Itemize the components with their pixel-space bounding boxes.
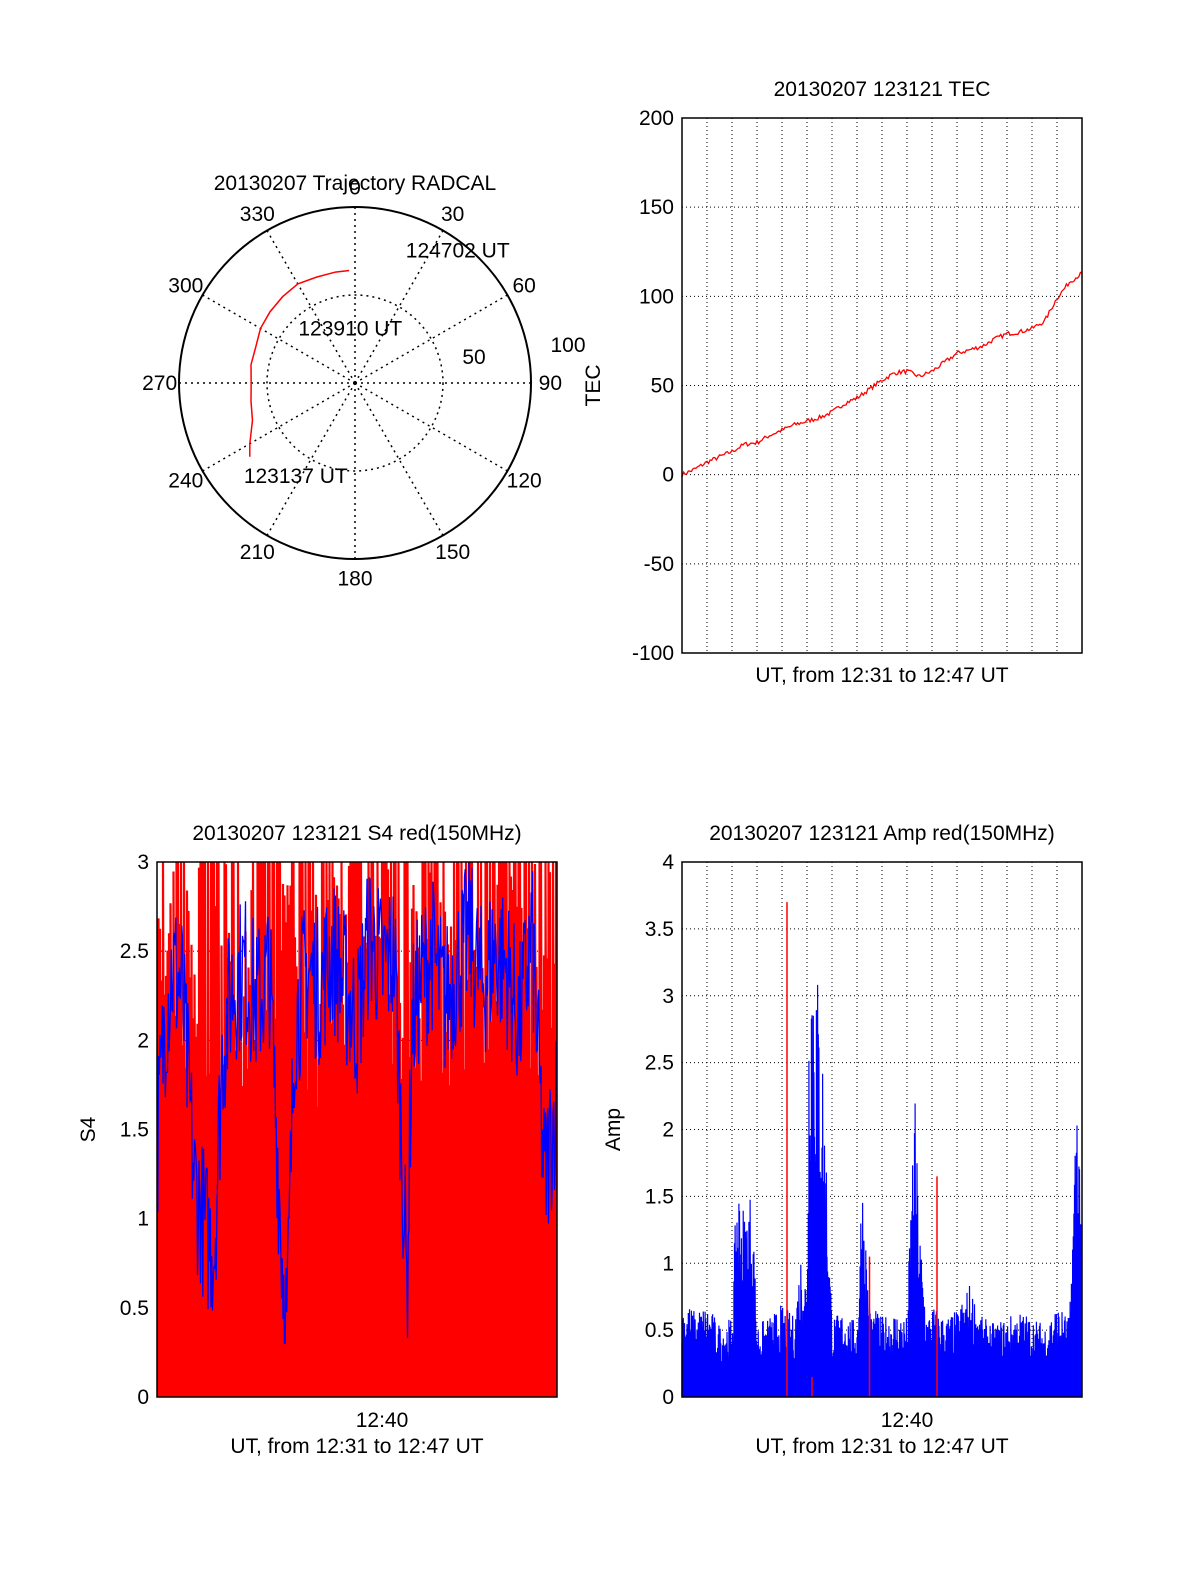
polar-radius-label: 100	[550, 334, 585, 357]
plot-frame	[156, 861, 558, 1398]
y-tick-label: 100	[639, 285, 674, 308]
chart-title: 20130207 123121 S4 red(150MHz)	[192, 822, 521, 845]
y-tick-label: 3.5	[645, 918, 674, 941]
y-tick-label: 1.5	[645, 1185, 674, 1208]
y-tick-label: 1	[662, 1252, 674, 1275]
y-tick-label: 0.5	[645, 1319, 674, 1342]
polar-title: 20130207 Trajectory RADCAL	[214, 172, 497, 195]
y-tick-label: 0	[137, 1386, 149, 1409]
y-tick-label: 3	[137, 851, 149, 874]
polar-angle-label: 90	[539, 372, 562, 395]
s4-blue-series	[157, 862, 557, 1345]
y-tick-label: 150	[639, 196, 674, 219]
polar-spoke	[354, 382, 508, 472]
s4-red-series	[157, 862, 557, 1397]
polar-angle-label: 150	[435, 541, 470, 564]
y-tick-label: 0	[662, 464, 674, 487]
x-tick-label: 12:40	[881, 1409, 934, 1432]
y-tick-label: 2.5	[645, 1052, 674, 1075]
y-tick-label: 2	[137, 1029, 149, 1052]
x-tick-label: 12:40	[356, 1409, 409, 1432]
tec-line-chart: 20130207 123121 TEC -100 -50 0 50 100 150 200 UT…	[582, 78, 1083, 687]
y-tick-label: 50	[651, 375, 674, 398]
plot-frame	[681, 861, 1083, 1398]
chart-title: 20130207 123121 TEC	[774, 78, 991, 101]
y-tick-label: 0	[662, 1386, 674, 1409]
y-tick-label: 1	[137, 1208, 149, 1231]
polar-angle-label: 30	[441, 203, 464, 226]
polar-angle-label: 210	[240, 541, 275, 564]
polar-radius-label: 50	[462, 346, 485, 369]
y-tick-label: -50	[644, 553, 674, 576]
polar-angle-label: 60	[513, 274, 536, 297]
polar-angle-label: 0	[349, 177, 361, 200]
y-tick-label: 1.5	[120, 1119, 149, 1142]
polar-angle-label: 330	[240, 203, 275, 226]
polar-spoke	[266, 382, 356, 536]
trajectory-line	[249, 269, 350, 457]
y-axis-label: TEC	[582, 365, 605, 407]
x-axis-label: UT, from 12:31 to 12:47 UT	[755, 664, 1008, 687]
x-axis-label: UT, from 12:31 to 12:47 UT	[230, 1435, 483, 1458]
x-axis-label: UT, from 12:31 to 12:47 UT	[755, 1435, 1008, 1458]
chart-title: 20130207 123121 Amp red(150MHz)	[709, 822, 1055, 845]
y-tick-label: 3	[662, 985, 674, 1008]
polar-angle-label: 120	[507, 470, 542, 493]
polar-angle-label: 300	[168, 274, 203, 297]
trajectory-time-label: 124702 UT	[406, 239, 510, 262]
y-tick-label: 4	[662, 851, 674, 874]
polar-angle-label: 270	[142, 372, 177, 395]
y-tick-label: 0.5	[120, 1297, 149, 1320]
y-axis-label: S4	[77, 1116, 100, 1142]
s4-chart: 20130207 123121 S4 red(150MHz) 0 0.5 1 1.5 2 2…	[77, 822, 558, 1458]
trajectory-time-label: 123910 UT	[298, 317, 402, 340]
y-axis-label: Amp	[602, 1108, 625, 1151]
plot-frame	[681, 117, 1083, 654]
y-tick-label: 2.5	[120, 940, 149, 963]
amp-blue-series	[681, 984, 1082, 1398]
s4-data-area	[157, 862, 557, 1397]
y-tick-label: -100	[632, 642, 674, 665]
y-tick-label: 200	[639, 107, 674, 130]
polar-angle-label: 180	[337, 567, 372, 590]
y-tick-label: 2	[662, 1119, 674, 1142]
amp-chart: 20130207 123121 Amp red(150MHz) 0 0.5 1 1.5 2…	[602, 822, 1083, 1458]
tec-series-line	[681, 271, 1083, 478]
polar-grid-ring	[266, 294, 444, 472]
trajectory-time-label: 123137 UT	[244, 465, 348, 488]
polar-angle-label: 240	[168, 470, 203, 493]
